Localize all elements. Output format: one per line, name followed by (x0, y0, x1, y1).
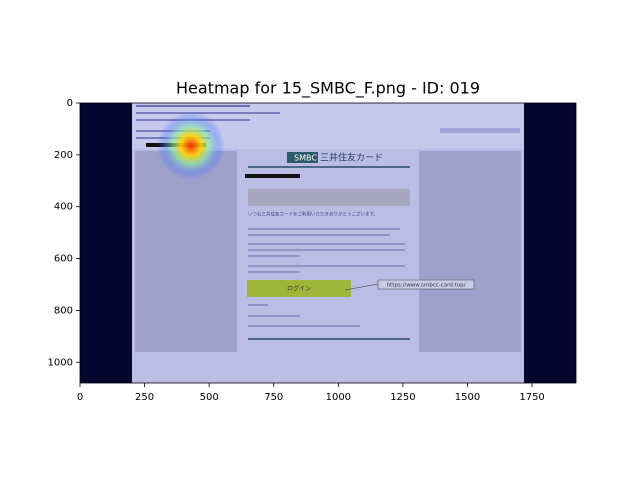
button-label: ログイン (287, 285, 311, 293)
callout-box (377, 279, 475, 290)
notice-box (248, 189, 410, 206)
axes-frame (79, 102, 577, 384)
chart-title: Heatmap for 15_SMBC_F.png - ID: 019 (176, 79, 480, 99)
side-panel (135, 151, 237, 352)
y-tick-label: 1000 (48, 357, 73, 368)
x-tick-label: 250 (135, 392, 154, 403)
logo-box (287, 152, 318, 163)
y-tick-label: 400 (54, 202, 73, 213)
login-button[interactable] (247, 280, 351, 297)
x-tick-label: 1500 (455, 392, 480, 403)
logo: SMBC (294, 154, 317, 163)
x-tick-label: 1750 (519, 392, 544, 403)
y-tick-label: 600 (54, 254, 73, 265)
redacted (245, 174, 300, 178)
x-tick-label: 1000 (326, 392, 351, 403)
x-tick-label: 0 (77, 392, 83, 403)
screenshot: SMBC 三井住友カード いつも三井住友カードをご利用いただきありがとうございま… (80, 103, 576, 383)
y-tick-label: 0 (67, 98, 73, 109)
link-url: https://www.smbcc-card.top/ (387, 283, 466, 289)
header-buttons (440, 128, 520, 133)
heat-hotspot (157, 111, 226, 180)
y-tick-label: 200 (54, 150, 73, 161)
greeting: いつも三井住友カードをご利用いただきありがとうございます。 (248, 211, 378, 218)
callout-line (344, 283, 379, 291)
x-tick-label: 500 (200, 392, 219, 403)
x-tick-label: 750 (264, 392, 283, 403)
side-panel (419, 151, 521, 352)
x-tick-label: 1250 (390, 392, 415, 403)
y-tick-label: 800 (54, 305, 73, 316)
brand: 三井住友カード (320, 152, 383, 164)
